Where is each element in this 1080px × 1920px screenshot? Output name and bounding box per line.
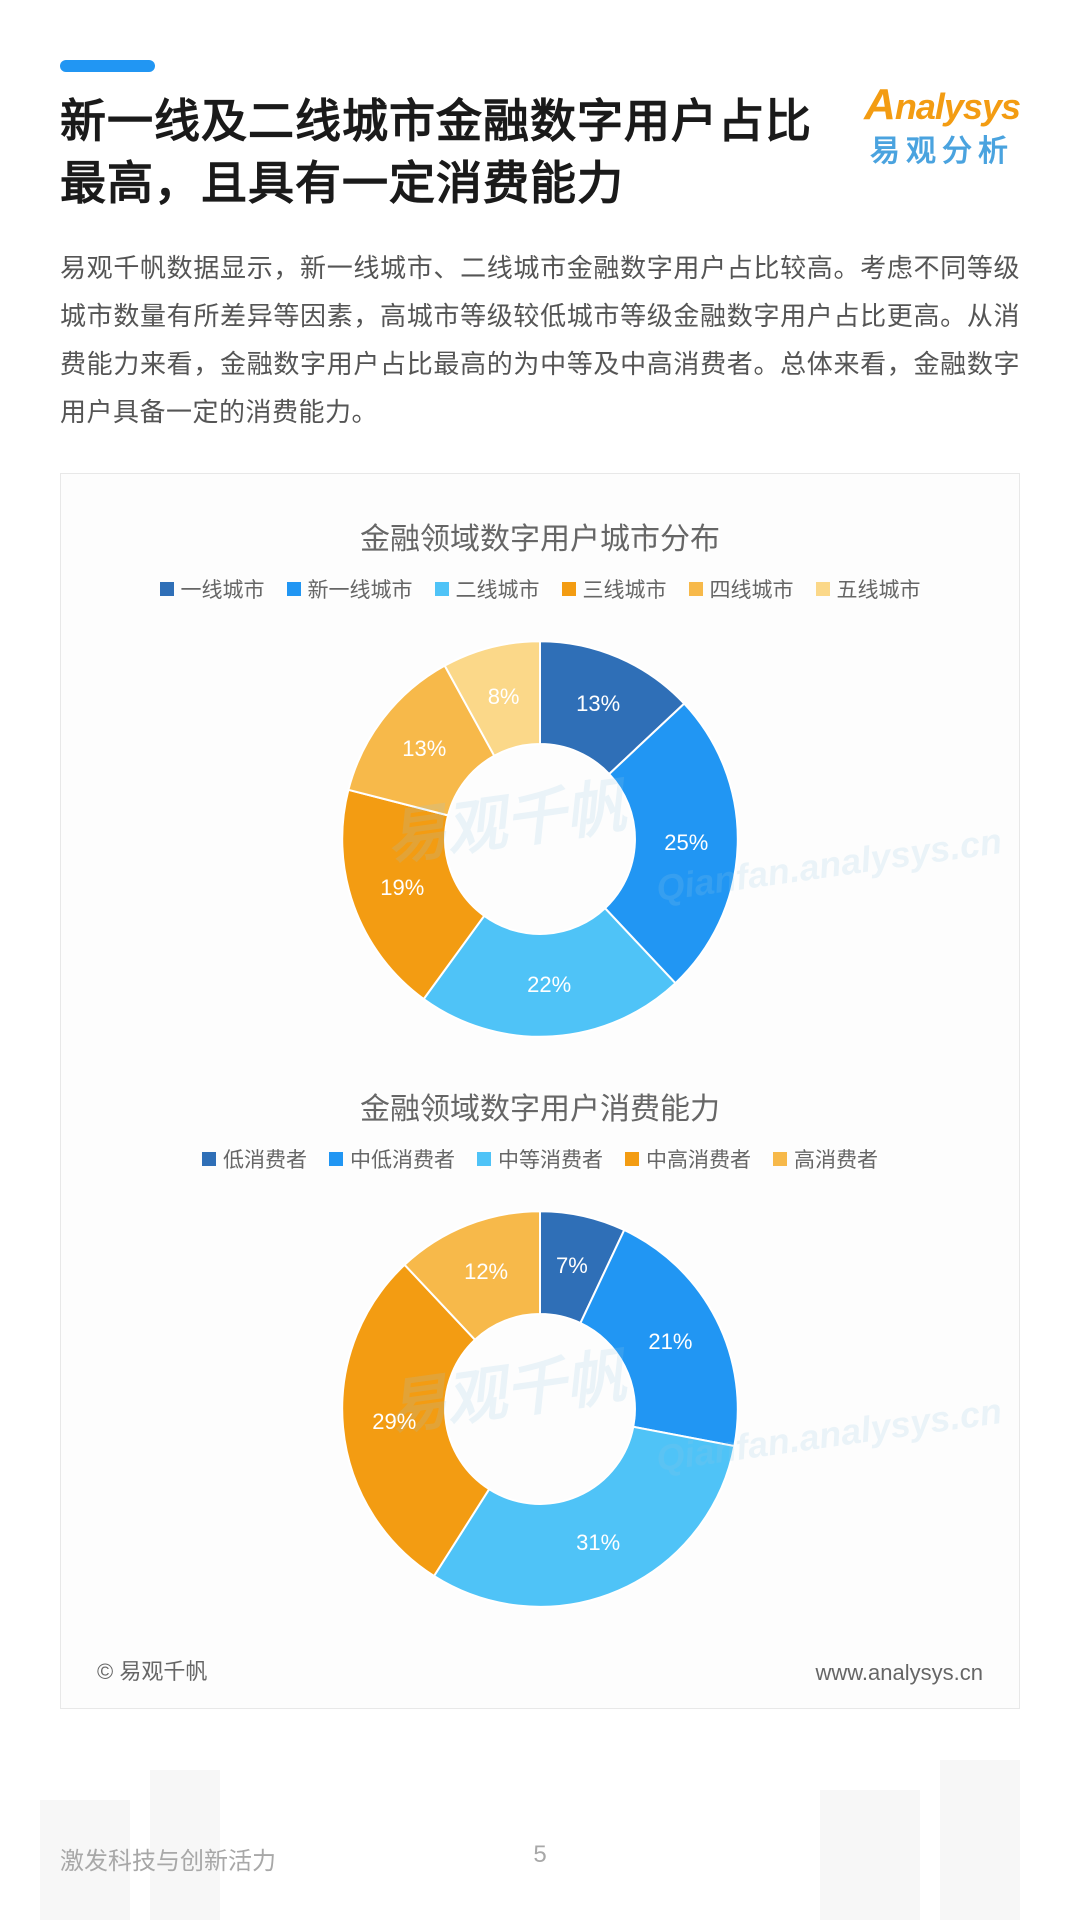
brand-logo: Analysys 易观分析 [864,80,1020,170]
legend-label: 二线城市 [456,574,540,604]
body-paragraph: 易观千帆数据显示，新一线城市、二线城市金融数字用户占比较高。考虑不同等级城市数量… [60,244,1020,436]
legend-label: 中高消费者 [646,1144,751,1174]
slice-label: 8% [488,684,520,710]
legend-label: 中低消费者 [350,1144,455,1174]
legend-item: 一线城市 [160,574,265,604]
chart2-donut: 易观千帆 Qianfan.analysys.cn 7%21%31%29%12% [325,1194,755,1624]
chart2-section: 金融领域数字用户消费能力 低消费者中低消费者中等消费者中高消费者高消费者 易观千… [97,1084,983,1624]
legend-item: 低消费者 [202,1144,307,1174]
legend-label: 五线城市 [837,574,921,604]
page-footer: 激发科技与创新活力 5 [0,1841,1080,1876]
legend-item: 五线城市 [816,574,921,604]
legend-label: 新一线城市 [308,574,413,604]
legend-item: 三线城市 [562,574,667,604]
slice-label: 31% [576,1530,620,1556]
chart1-title: 金融领域数字用户城市分布 [97,514,983,558]
chart-container: 金融领域数字用户城市分布 一线城市新一线城市二线城市三线城市四线城市五线城市 易… [60,473,1020,1709]
chart1-donut: 易观千帆 Qianfan.analysys.cn 13%25%22%19%13%… [325,624,755,1054]
legend-item: 中高消费者 [625,1144,751,1174]
footer-page-number: 5 [533,1841,546,1869]
slice-label: 21% [648,1329,692,1355]
legend-label: 三线城市 [583,574,667,604]
page-container: 新一线及二线城市金融数字用户占比最高，且具有一定消费能力 Analysys 易观… [0,0,1080,1920]
legend-swatch [287,582,301,596]
legend-item: 四线城市 [689,574,794,604]
logo-rest: nalysys [895,86,1020,127]
slice-label: 7% [556,1253,588,1279]
slice-label: 13% [576,691,620,717]
legend-label: 中等消费者 [498,1144,603,1174]
legend-swatch [329,1152,343,1166]
source-url: www.analysys.cn [815,1660,983,1686]
legend-item: 中等消费者 [477,1144,603,1174]
legend-item: 高消费者 [773,1144,878,1174]
footer-tagline: 激发科技与创新活力 [60,1841,276,1876]
legend-swatch [625,1152,639,1166]
slice-label: 12% [464,1259,508,1285]
chart1-section: 金融领域数字用户城市分布 一线城市新一线城市二线城市三线城市四线城市五线城市 易… [97,514,983,1054]
chart2-title: 金融领域数字用户消费能力 [97,1084,983,1128]
legend-item: 二线城市 [435,574,540,604]
legend-swatch [160,582,174,596]
slice-label: 25% [664,830,708,856]
legend-swatch [816,582,830,596]
chart2-legend: 低消费者 中低消费者 中等消费者 中高消费者 高消费者 [97,1144,983,1174]
header-row: 新一线及二线城市金融数字用户占比最高，且具有一定消费能力 Analysys 易观… [60,90,1020,214]
accent-bar [60,60,155,72]
slice-label: 29% [372,1409,416,1435]
page-title: 新一线及二线城市金融数字用户占比最高，且具有一定消费能力 [60,90,840,214]
legend-label: 高消费者 [794,1144,878,1174]
legend-item: 中低消费者 [329,1144,455,1174]
legend-label: 四线城市 [710,574,794,604]
legend-label: 低消费者 [223,1144,307,1174]
legend-swatch [689,582,703,596]
legend-item: 新一线城市 [287,574,413,604]
logo-text-cn: 易观分析 [864,126,1020,170]
logo-text-en: Analysys [864,80,1020,130]
legend-swatch [435,582,449,596]
legend-swatch [562,582,576,596]
slice-label: 19% [380,875,424,901]
legend-swatch [773,1152,787,1166]
legend-label: 一线城市 [181,574,265,604]
background-decoration [0,1740,1080,1920]
slice-label: 22% [527,972,571,998]
donut-slice [434,1426,734,1606]
chart1-legend: 一线城市 新一线城市 二线城市 三线城市 四线城市 五线城市 [97,574,983,604]
legend-swatch [202,1152,216,1166]
slice-label: 13% [402,736,446,762]
legend-swatch [477,1152,491,1166]
